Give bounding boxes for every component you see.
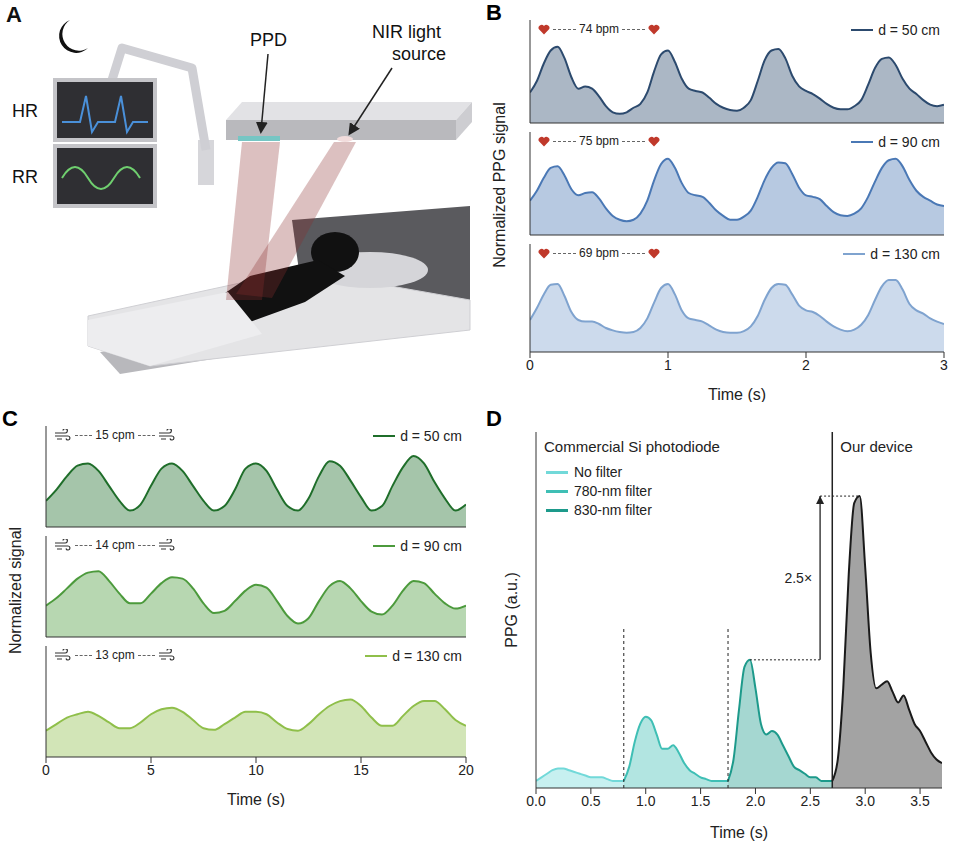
html-text:14 cpm: 14 cpm — [95, 538, 135, 552]
svg-text:Normalized PPG signal: Normalized PPG signal — [491, 102, 508, 267]
html-text:830-nm filter: 830-nm filter — [574, 502, 652, 518]
html-text:D: D — [486, 406, 502, 431]
svg-text:1: 1 — [664, 357, 672, 373]
html-text:69 bpm: 69 bpm — [579, 246, 619, 260]
svg-text:2.5×: 2.5× — [784, 570, 812, 586]
svg-text:0: 0 — [526, 357, 534, 373]
html-text:Commercial Si photodiode: Commercial Si photodiode — [544, 438, 720, 455]
svg-text:0.5: 0.5 — [581, 793, 601, 809]
svg-text:20: 20 — [458, 762, 474, 778]
svg-text:HR: HR — [12, 101, 38, 121]
html-text:d = 130 cm: d = 130 cm — [870, 246, 940, 262]
html-text:B: B — [486, 0, 502, 25]
svg-text:RR: RR — [12, 167, 38, 187]
svg-text:Normalized signal: Normalized signal — [7, 527, 24, 654]
svg-text:PPD: PPD — [250, 30, 287, 50]
svg-text:5: 5 — [147, 762, 155, 778]
svg-text:3.5: 3.5 — [910, 793, 930, 809]
svg-text:0.0: 0.0 — [526, 793, 546, 809]
svg-text:Time (s): Time (s) — [710, 824, 768, 841]
svg-text:15: 15 — [353, 762, 369, 778]
svg-text:3: 3 — [940, 357, 948, 373]
html-text:74 bpm: 74 bpm — [579, 22, 619, 36]
svg-text:2.5: 2.5 — [801, 793, 821, 809]
svg-text:10: 10 — [248, 762, 264, 778]
svg-text:3.0: 3.0 — [855, 793, 875, 809]
svg-text:PPG (a.u.): PPG (a.u.) — [503, 572, 520, 648]
html-text:d = 90 cm: d = 90 cm — [400, 538, 462, 554]
svg-text:2: 2 — [802, 357, 810, 373]
html-text:Our device: Our device — [840, 438, 913, 455]
svg-text:Time (s): Time (s) — [227, 791, 285, 807]
html-text:780-nm filter: 780-nm filter — [574, 483, 652, 499]
svg-text:NIR light: NIR light — [372, 22, 441, 42]
svg-text:1.0: 1.0 — [636, 793, 656, 809]
svg-text:source: source — [392, 44, 446, 64]
html-text:75 bpm: 75 bpm — [579, 134, 619, 148]
svg-text:Time (s): Time (s) — [708, 386, 766, 402]
svg-text:2.0: 2.0 — [746, 793, 766, 809]
html-text:No filter: No filter — [574, 464, 623, 480]
html-text:d = 50 cm: d = 50 cm — [400, 428, 462, 444]
html-text:d = 50 cm: d = 50 cm — [878, 22, 940, 38]
html-text:13 cpm: 13 cpm — [95, 648, 135, 662]
svg-text:0: 0 — [42, 762, 50, 778]
html-text:C: C — [2, 406, 18, 431]
html-text:15 cpm: 15 cpm — [95, 428, 135, 442]
html-text:d = 130 cm: d = 130 cm — [392, 648, 462, 664]
svg-text:A: A — [6, 2, 22, 27]
svg-text:1.5: 1.5 — [691, 793, 711, 809]
html-text:d = 90 cm: d = 90 cm — [878, 134, 940, 150]
